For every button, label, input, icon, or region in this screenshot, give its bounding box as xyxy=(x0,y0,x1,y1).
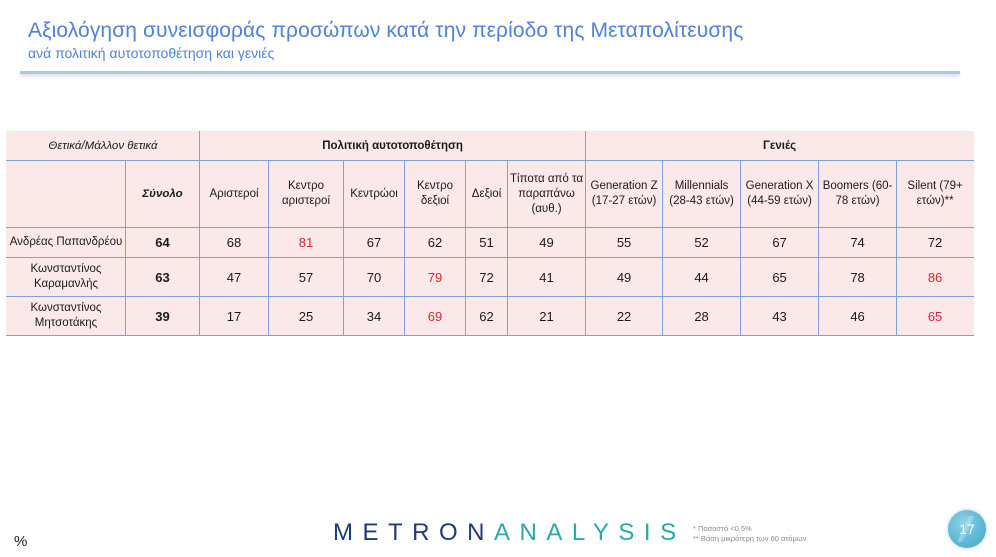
title-divider xyxy=(20,71,960,74)
cell: 67 xyxy=(343,227,406,258)
group-header-row: Θετικά/Μάλλον θετικά Πολιτική αυτοτοποθέ… xyxy=(6,131,974,161)
page-title: Αξιολόγηση συνεισφοράς προσώπων κατά την… xyxy=(28,19,744,42)
cell: 70 xyxy=(343,257,406,297)
column-header-center-left: Κεντρο αριστεροί xyxy=(268,160,345,228)
table-row: Ανδρέας Παπανδρέου 64 68 81 67 62 51 49 … xyxy=(6,227,974,258)
column-header-left: Αριστεροί xyxy=(199,160,270,228)
group-header-generations: Γενιές xyxy=(585,131,974,161)
footnote-2: ** Βάση μικρότερη των 60 ατόμων xyxy=(693,534,807,543)
page-number-badge: 17 xyxy=(948,510,986,548)
column-header-silent: Silent (79+ ετών)** xyxy=(896,160,974,228)
cell-total: 39 xyxy=(124,296,201,336)
cell: 72 xyxy=(465,257,509,297)
cell: 28 xyxy=(662,296,742,336)
row-label: Ανδρέας Παπανδρέου xyxy=(6,227,126,258)
column-header-center-right: Κεντρο δεξιοί xyxy=(404,160,467,228)
logo-text-analysis: ANALYSIS xyxy=(494,519,686,546)
cell: 65 xyxy=(740,257,820,297)
cell: 67 xyxy=(740,227,820,258)
column-header-right: Δεξιοί xyxy=(465,160,509,228)
cell-highlighted: 81 xyxy=(268,227,345,258)
cell: 68 xyxy=(199,227,270,258)
cell: 78 xyxy=(818,257,898,297)
cell: 46 xyxy=(818,296,898,336)
cell-total: 63 xyxy=(124,257,201,297)
cell-highlighted: 79 xyxy=(404,257,467,297)
row-label: Κωνσταντίνος Καραμανλής xyxy=(6,257,126,297)
corner-label: Θετικά/Μάλλον θετικά xyxy=(6,131,201,161)
cell: 51 xyxy=(465,227,509,258)
column-header-center: Κεντρώοι xyxy=(343,160,406,228)
cell: 74 xyxy=(818,227,898,258)
page-number: 17 xyxy=(959,521,975,537)
cell: 21 xyxy=(507,296,587,336)
footnotes: * Ποσοστό <0,5% ** Βάση μικρότερη των 60… xyxy=(693,524,806,544)
cell: 57 xyxy=(268,257,345,297)
cell: 41 xyxy=(507,257,587,297)
table-row: Κωνσταντίνος Μητσοτάκης 39 17 25 34 69 6… xyxy=(6,296,974,336)
column-header-row: Σύνολο Αριστεροί Κεντρο αριστεροί Κεντρώ… xyxy=(6,160,974,228)
column-header-gen-z: Generation Z (17-27 ετών) xyxy=(585,160,664,228)
column-header-boomers: Boomers (60-78 ετών) xyxy=(818,160,898,228)
column-header-gen-x: Generation X (44-59 ετών) xyxy=(740,160,820,228)
cell: 22 xyxy=(585,296,664,336)
cell: 25 xyxy=(268,296,345,336)
unit-label: % xyxy=(14,533,28,550)
cell: 49 xyxy=(507,227,587,258)
cell: 44 xyxy=(662,257,742,297)
cell: 43 xyxy=(740,296,820,336)
metron-analysis-logo: METRONANALYSIS xyxy=(333,519,686,547)
cell-highlighted: 65 xyxy=(896,296,974,336)
cell: 55 xyxy=(585,227,664,258)
cell: 62 xyxy=(465,296,509,336)
cell-highlighted: 69 xyxy=(404,296,467,336)
cell: 72 xyxy=(896,227,974,258)
cell: 47 xyxy=(199,257,270,297)
footnote-1: * Ποσοστό <0,5% xyxy=(693,524,752,533)
column-header-total: Σύνολο xyxy=(124,160,201,228)
logo-text-metron: METRON xyxy=(333,519,494,546)
group-header-political: Πολιτική αυτοτοποθέτηση xyxy=(199,131,587,161)
cell-highlighted: 86 xyxy=(896,257,974,297)
column-header-millennials: Millennials (28-43 ετών) xyxy=(662,160,742,228)
empty-header-cell xyxy=(6,160,126,228)
page-subtitle: ανά πολιτική αυτοτοποθέτηση και γενιές xyxy=(28,45,275,61)
cell: 49 xyxy=(585,257,664,297)
table-row: Κωνσταντίνος Καραμανλής 63 47 57 70 79 7… xyxy=(6,257,974,297)
cell: 62 xyxy=(404,227,467,258)
column-header-none: Τίποτα από τα παραπάνω (αυθ.) xyxy=(507,160,587,228)
badge-decoration-icon xyxy=(958,516,976,542)
cell: 17 xyxy=(199,296,270,336)
cell: 52 xyxy=(662,227,742,258)
cell-total: 64 xyxy=(124,227,201,258)
cell: 34 xyxy=(343,296,406,336)
row-label: Κωνσταντίνος Μητσοτάκης xyxy=(6,296,126,336)
results-table: Θετικά/Μάλλον θετικά Πολιτική αυτοτοποθέ… xyxy=(6,131,975,336)
